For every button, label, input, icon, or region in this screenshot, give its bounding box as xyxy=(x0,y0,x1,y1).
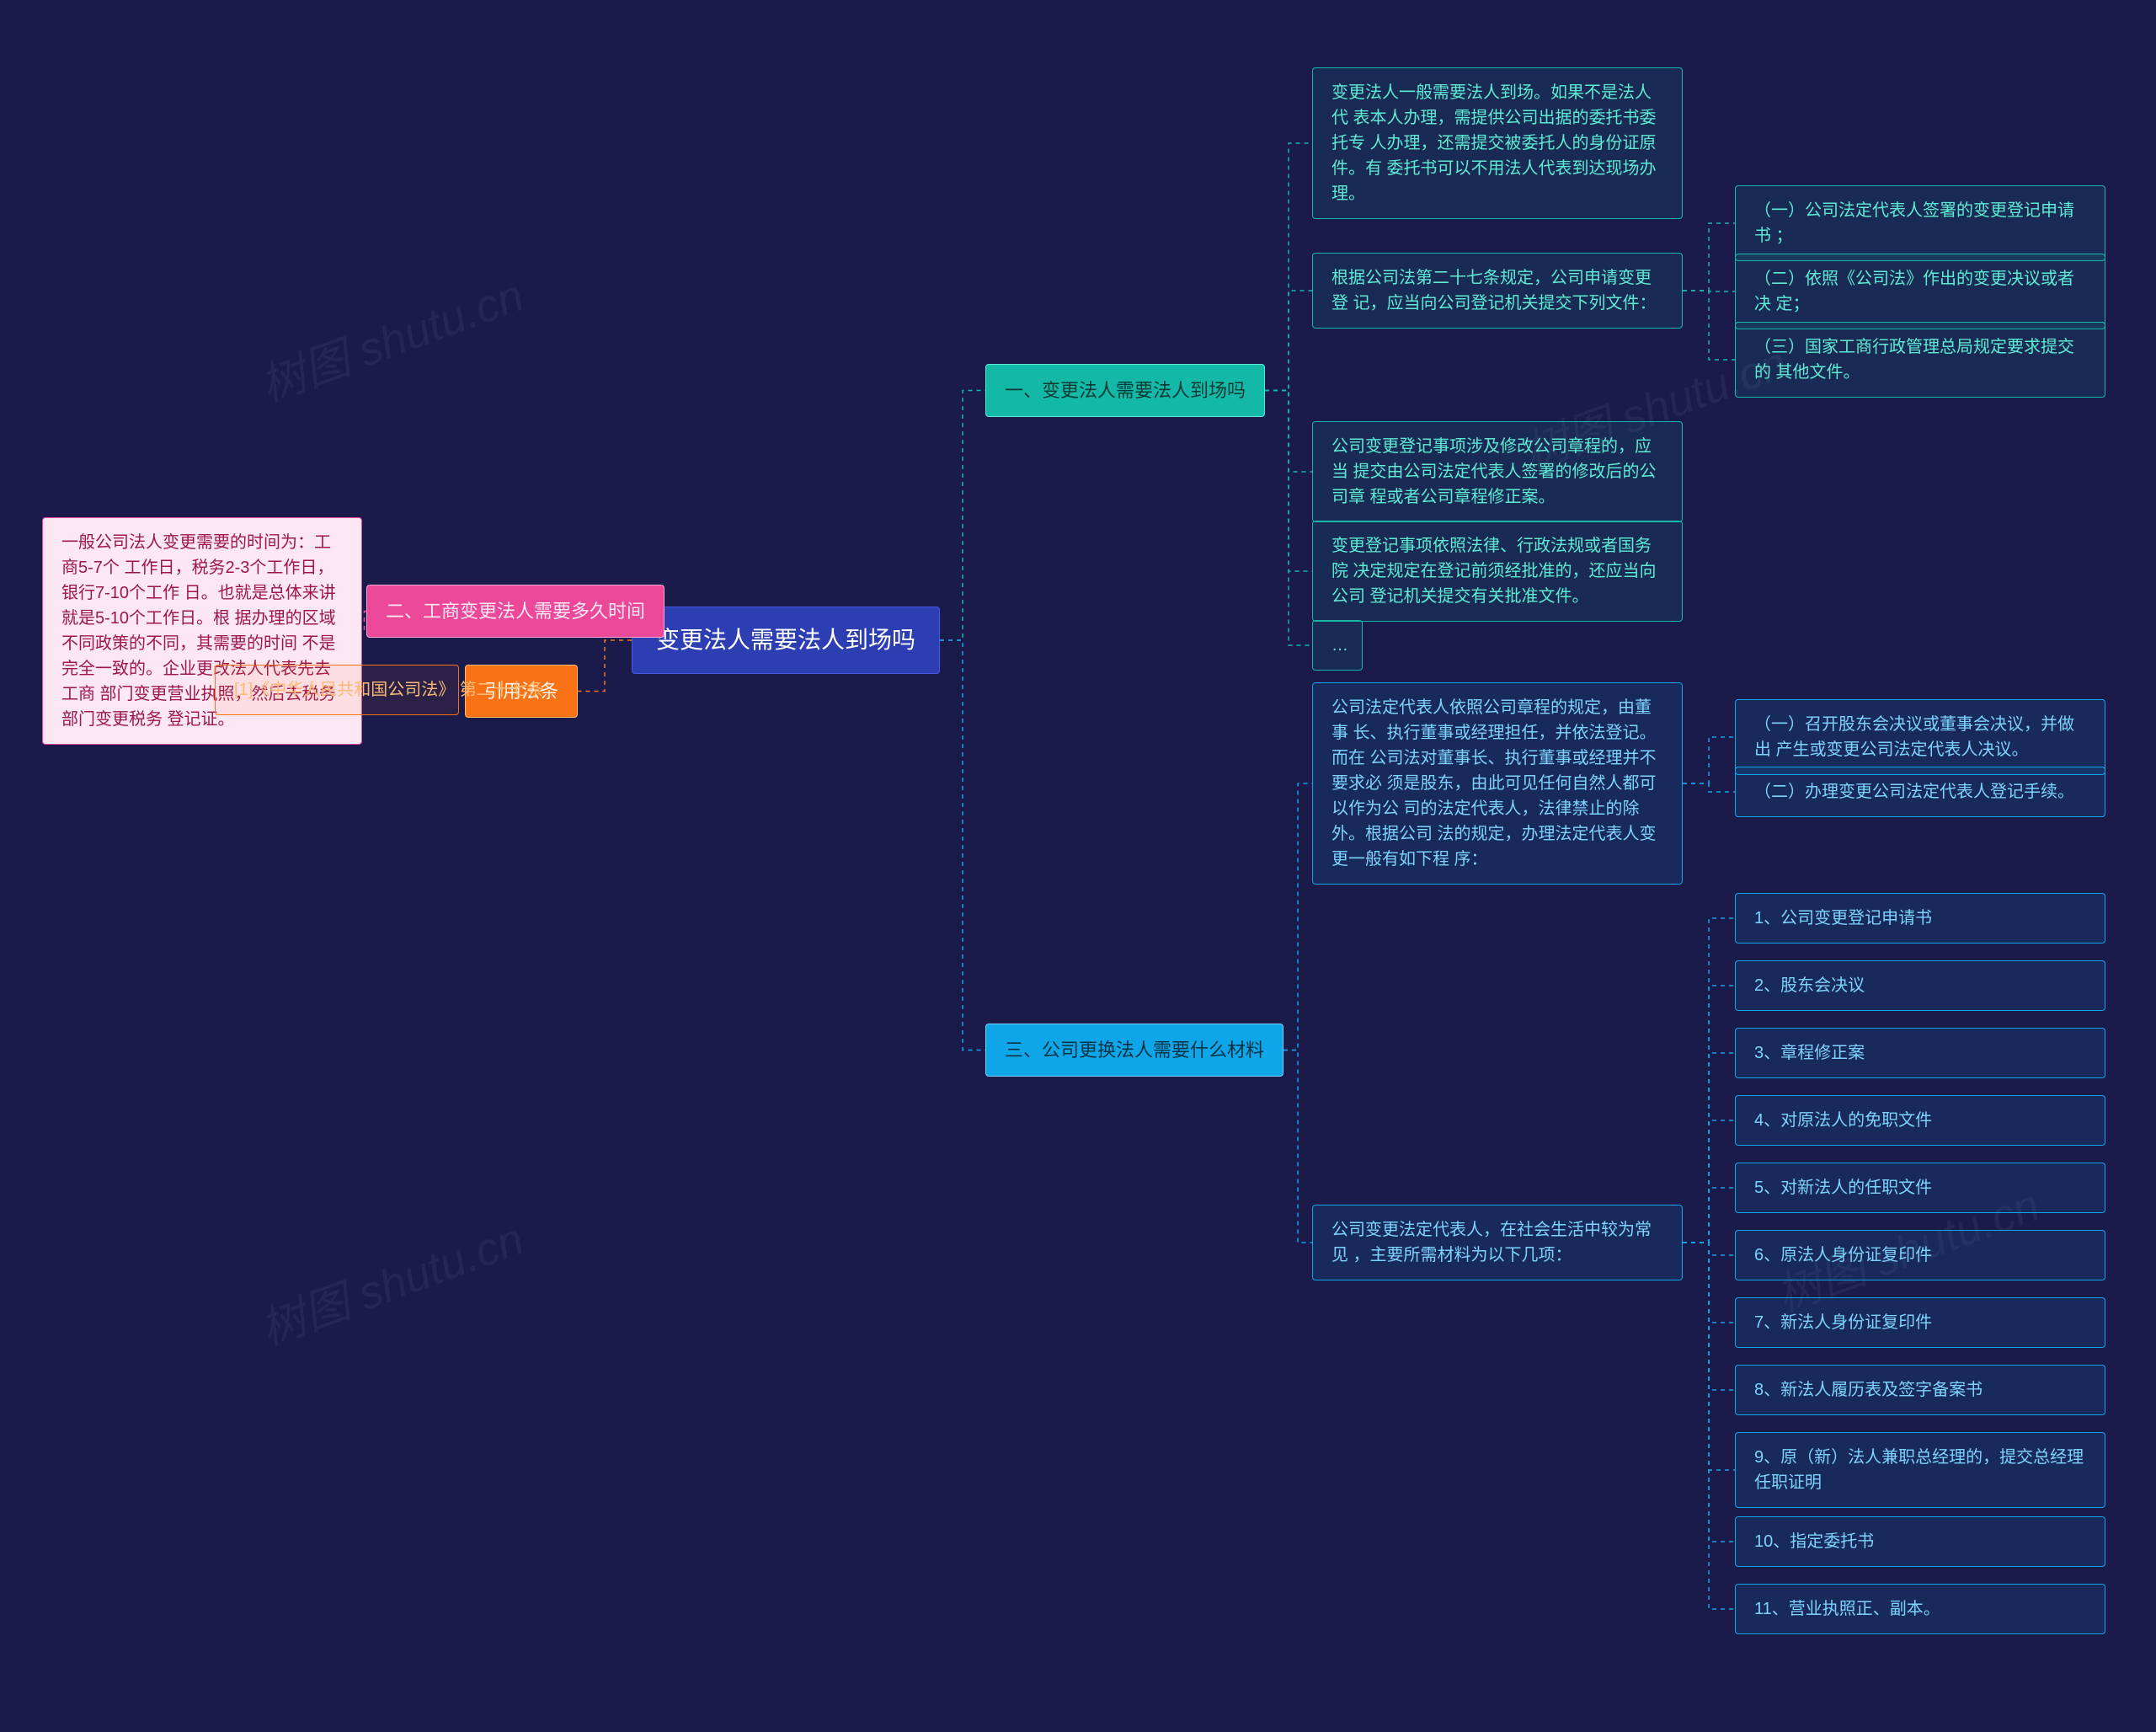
section-3-title[interactable]: 三、公司更换法人需要什么材料 xyxy=(985,1024,1283,1077)
sec3-material-9[interactable]: 9、原（新）法人兼职总经理的，提交总经理 任职证明 xyxy=(1735,1432,2105,1508)
sec3-material-7[interactable]: 7、新法人身份证复印件 xyxy=(1735,1297,2105,1348)
sec1-para-4[interactable]: 变更登记事项依照法律、行政法规或者国务院 决定规定在登记前须经批准的，还应当向公… xyxy=(1312,521,1683,622)
sec3-material-8[interactable]: 8、新法人履历表及签字备案书 xyxy=(1735,1365,2105,1415)
sec3-para-1[interactable]: 公司法定代表人依照公司章程的规定，由董事 长、执行董事或经理担任，并依法登记。而… xyxy=(1312,682,1683,885)
watermark: 树图 shutu.cn xyxy=(249,258,531,414)
sec3-material-6[interactable]: 6、原法人身份证复印件 xyxy=(1735,1230,2105,1280)
watermark: 树图 shutu.cn xyxy=(249,1201,531,1358)
sec1-p2-child-3[interactable]: （三）国家工商行政管理总局规定要求提交的 其他文件。 xyxy=(1735,322,2105,398)
section-2-title[interactable]: 二、工商变更法人需要多久时间 xyxy=(366,585,664,638)
sec3-material-3[interactable]: 3、章程修正案 xyxy=(1735,1028,2105,1078)
sec3-material-2[interactable]: 2、股东会决议 xyxy=(1735,960,2105,1011)
sec3-para-2[interactable]: 公司变更法定代表人，在社会生活中较为常见 ，主要所需材料为以下几项： xyxy=(1312,1205,1683,1280)
sec1-para-5[interactable]: … xyxy=(1312,620,1363,671)
sec3-material-11[interactable]: 11、营业执照正、副本。 xyxy=(1735,1584,2105,1634)
ref-detail[interactable]: [1]《中华人民共和国公司法》 第二十七条 xyxy=(215,665,459,715)
sec3-material-10[interactable]: 10、指定委托书 xyxy=(1735,1516,2105,1567)
sec1-para-2[interactable]: 根据公司法第二十七条规定，公司申请变更登 记，应当向公司登记机关提交下列文件： xyxy=(1312,253,1683,329)
section-1-title[interactable]: 一、变更法人需要法人到场吗 xyxy=(985,364,1265,417)
sec1-para-1[interactable]: 变更法人一般需要法人到场。如果不是法人代 表本人办理，需提供公司出据的委托书委托… xyxy=(1312,67,1683,219)
sec3-p1-child-1[interactable]: （一）召开股东会决议或董事会决议，并做出 产生或变更公司法定代表人决议。 xyxy=(1735,699,2105,775)
sec3-material-5[interactable]: 5、对新法人的任职文件 xyxy=(1735,1163,2105,1213)
sec1-p2-child-2[interactable]: （二）依照《公司法》作出的变更决议或者决 定； xyxy=(1735,254,2105,329)
sec1-para-3[interactable]: 公司变更登记事项涉及修改公司章程的，应当 提交由公司法定代表人签署的修改后的公司… xyxy=(1312,421,1683,522)
sec3-p1-child-2[interactable]: （二）办理变更公司法定代表人登记手续。 xyxy=(1735,767,2105,817)
root-node[interactable]: 变更法人需要法人到场吗 xyxy=(632,607,940,674)
sec3-material-1[interactable]: 1、公司变更登记申请书 xyxy=(1735,893,2105,944)
sec3-material-4[interactable]: 4、对原法人的免职文件 xyxy=(1735,1095,2105,1146)
sec1-p2-child-1[interactable]: （一）公司法定代表人签署的变更登记申请书 ； xyxy=(1735,185,2105,261)
